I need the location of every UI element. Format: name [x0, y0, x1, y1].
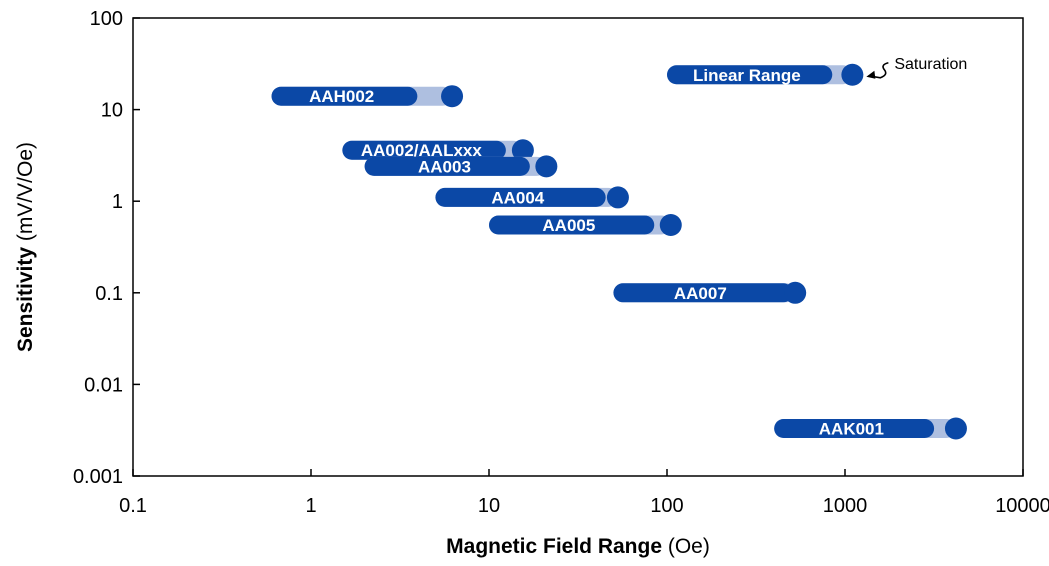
y-tick-label: 100 — [90, 8, 123, 30]
saturation-dot — [659, 213, 682, 236]
saturation-dot — [441, 85, 464, 108]
range-bar: AA002/AALxxx — [342, 139, 534, 162]
y-tick-label: 0.1 — [95, 283, 123, 305]
linear-segment — [489, 215, 655, 235]
saturation-dot — [535, 155, 558, 178]
y-tick-label: 0.001 — [73, 466, 123, 488]
bar-label: AA005 — [542, 216, 595, 235]
y-axis-title-main: Sensitivity — [14, 247, 37, 352]
arrowhead-icon — [866, 70, 876, 79]
linear-segment — [271, 86, 418, 106]
bar-label: AAH002 — [309, 87, 374, 106]
y-tick-label: 0.01 — [84, 374, 123, 396]
bar-label: Linear Range — [693, 66, 801, 85]
saturation-dot — [606, 186, 629, 209]
bar-label: AAK001 — [819, 420, 884, 439]
saturation-dot — [511, 139, 534, 162]
bar-label: AA007 — [674, 284, 727, 303]
range-bar: AA007 — [613, 281, 807, 304]
saturation-dot — [784, 281, 807, 304]
range-bar: AA003 — [364, 155, 558, 178]
x-axis-title: Magnetic Field Range (Oe) — [446, 535, 710, 558]
x-axis-title-main: Magnetic Field Range — [446, 535, 662, 558]
saturation-arrow — [868, 61, 889, 79]
bar-label: AA004 — [491, 188, 544, 207]
saturation-annotation: Saturation — [894, 56, 967, 73]
x-tick-label: 10 — [478, 495, 500, 517]
x-tick-label: 1000 — [823, 495, 868, 517]
y-tick-label: 1 — [112, 191, 123, 213]
linear-segment — [364, 156, 530, 176]
linear-segment — [435, 187, 606, 207]
plot-frame — [132, 17, 1024, 477]
x-tick-label: 100 — [650, 495, 683, 517]
y-axis-title: Sensitivity (mV/V/Oe) — [14, 142, 37, 352]
bar-label: AA003 — [418, 157, 471, 176]
x-axis-title-unit: (Oe) — [668, 535, 710, 558]
linear-segment — [342, 140, 506, 160]
x-tick-label: 1 — [305, 495, 316, 517]
x-tick-label: 10000 — [995, 495, 1049, 517]
range-bar: AAK001 — [774, 417, 967, 440]
saturation-dot — [944, 417, 967, 440]
range-bar: AA005 — [489, 213, 682, 236]
y-axis-title-unit: (mV/V/Oe) — [14, 142, 37, 241]
plot-area — [132, 17, 1024, 477]
linear-segment — [774, 419, 935, 439]
x-tick-label: 0.1 — [119, 495, 147, 517]
x-axis-ticks: 0.1 1 10 100 1000 10000 — [119, 469, 1049, 517]
bar-label: AA002/AALxxx — [361, 141, 482, 160]
linear-segment — [613, 283, 793, 303]
y-axis-ticks: 0.001 0.01 0.1 1 10 100 — [73, 8, 140, 488]
range-bar: AAH002 — [271, 85, 464, 108]
annotations: Saturation — [866, 56, 967, 79]
y-tick-label: 10 — [101, 100, 123, 122]
saturation-dot — [841, 63, 864, 86]
range-bar: AA004 — [435, 186, 629, 209]
linear-segment — [667, 65, 833, 85]
range-bar: Linear Range — [667, 63, 864, 86]
